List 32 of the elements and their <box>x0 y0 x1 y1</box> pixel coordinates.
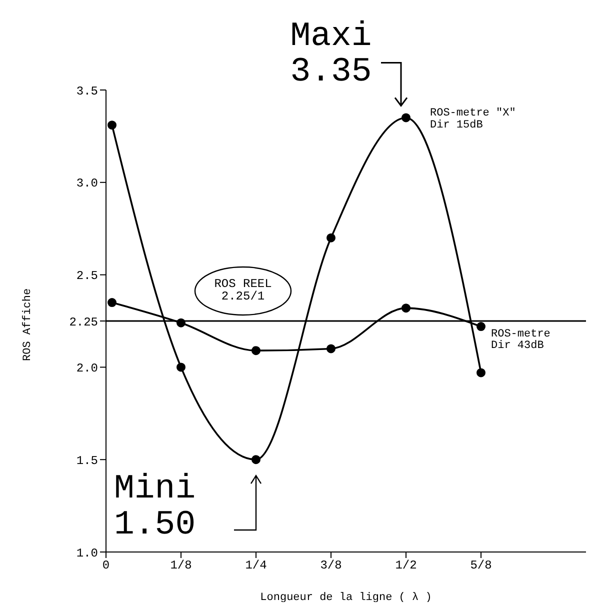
point <box>176 318 186 328</box>
y-tick-label: 2.25 <box>69 315 98 330</box>
x-tick-label: 3/8 <box>320 558 342 573</box>
point <box>326 344 336 354</box>
annotation: Mini 1.50 <box>114 470 196 544</box>
point <box>402 113 410 122</box>
point <box>108 298 116 308</box>
y-axis-title: ROS Affiche <box>22 288 34 361</box>
series-label: ROS-metre Dir 43dB <box>491 328 550 352</box>
annotation: Maxi 3.35 <box>290 18 372 92</box>
point <box>476 368 486 378</box>
point <box>402 304 410 313</box>
x-tick-label: 5/8 <box>470 558 492 573</box>
y-tick-label: 1.5 <box>76 454 98 468</box>
series-label: ROS-metre "X" Dir 15dB <box>430 108 516 132</box>
x-tick-label: 1/8 <box>170 558 192 573</box>
point <box>176 362 186 372</box>
x-tick-label: 1/2 <box>395 558 417 573</box>
y-tick-label: 2.0 <box>76 361 98 376</box>
x-tick-label: 0 <box>102 558 110 573</box>
y-tick-label: 1.0 <box>76 546 98 560</box>
y-tick-label: 3.0 <box>76 176 98 191</box>
x-tick-label: 1/4 <box>245 558 267 573</box>
point <box>326 233 336 242</box>
ref-line-label: ROS REEL 2.25/1 <box>214 277 272 304</box>
point <box>476 322 486 332</box>
y-tick-label: 2.5 <box>76 269 98 284</box>
x-axis-title: Longueur de la ligne ( λ ) <box>260 592 432 604</box>
point <box>108 120 116 130</box>
point <box>252 455 260 464</box>
y-tick-label: 3.5 <box>76 84 98 98</box>
point <box>252 346 260 356</box>
